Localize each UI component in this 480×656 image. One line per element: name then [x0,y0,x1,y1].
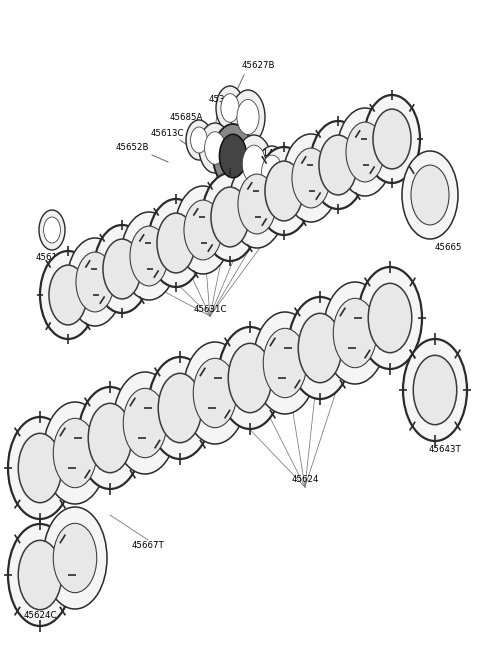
Ellipse shape [191,127,207,153]
Text: 45627B: 45627B [241,60,275,70]
Ellipse shape [216,86,244,130]
Ellipse shape [18,541,62,609]
Ellipse shape [123,388,167,458]
Ellipse shape [121,212,177,300]
Ellipse shape [103,239,141,299]
Text: 45685A: 45685A [169,113,203,123]
Ellipse shape [358,267,422,369]
Ellipse shape [184,200,222,260]
Ellipse shape [158,373,202,443]
Ellipse shape [219,134,247,178]
Ellipse shape [231,90,265,144]
Ellipse shape [44,217,60,243]
Ellipse shape [213,124,253,188]
Ellipse shape [319,135,357,195]
Ellipse shape [193,358,237,428]
Ellipse shape [288,297,352,399]
Ellipse shape [53,419,97,487]
Text: 45665: 45665 [434,243,462,253]
Ellipse shape [229,160,285,248]
Text: 45631C: 45631C [193,306,227,314]
Ellipse shape [39,210,65,250]
Ellipse shape [402,151,458,239]
Ellipse shape [253,312,317,414]
Ellipse shape [94,225,150,313]
Ellipse shape [310,121,366,209]
Ellipse shape [403,339,467,441]
Ellipse shape [298,314,342,382]
Ellipse shape [242,145,266,183]
Ellipse shape [236,135,272,193]
Text: 45386: 45386 [208,96,236,104]
Ellipse shape [67,238,123,326]
Ellipse shape [40,251,96,339]
Ellipse shape [262,155,282,189]
Text: 45614C: 45614C [246,148,280,157]
Ellipse shape [175,186,231,274]
Ellipse shape [8,524,72,626]
Text: 45667T: 45667T [132,541,164,550]
Text: 45652B: 45652B [115,142,149,152]
Ellipse shape [283,134,339,222]
Text: 45614C: 45614C [35,253,69,262]
Ellipse shape [49,265,87,325]
Ellipse shape [183,342,247,444]
Ellipse shape [157,213,195,273]
Ellipse shape [53,523,97,592]
Ellipse shape [199,123,231,173]
Ellipse shape [263,328,307,398]
Ellipse shape [256,146,288,198]
Text: 45613C: 45613C [150,129,184,138]
Ellipse shape [323,282,387,384]
Text: 45624C: 45624C [23,611,57,619]
Ellipse shape [265,161,303,221]
Ellipse shape [43,507,107,609]
Ellipse shape [202,173,258,261]
Ellipse shape [78,387,142,489]
Ellipse shape [211,187,249,247]
Ellipse shape [237,100,259,134]
Ellipse shape [337,108,393,196]
Ellipse shape [186,120,212,160]
Ellipse shape [113,372,177,474]
Ellipse shape [218,327,282,429]
Text: 45643T: 45643T [429,445,461,455]
Ellipse shape [43,402,107,504]
Ellipse shape [130,226,168,286]
Ellipse shape [76,252,114,312]
Ellipse shape [221,94,239,122]
Ellipse shape [8,417,72,519]
Ellipse shape [204,132,226,164]
Ellipse shape [411,165,449,225]
Ellipse shape [148,357,212,459]
Ellipse shape [256,147,312,235]
Ellipse shape [228,343,272,413]
Ellipse shape [413,356,457,424]
Text: 45624: 45624 [291,476,319,485]
Ellipse shape [18,434,62,502]
Ellipse shape [333,298,377,367]
Ellipse shape [368,283,412,353]
Ellipse shape [292,148,330,208]
Ellipse shape [364,95,420,183]
Ellipse shape [148,199,204,287]
Ellipse shape [373,109,411,169]
Ellipse shape [346,122,384,182]
Ellipse shape [88,403,132,473]
Ellipse shape [238,174,276,234]
